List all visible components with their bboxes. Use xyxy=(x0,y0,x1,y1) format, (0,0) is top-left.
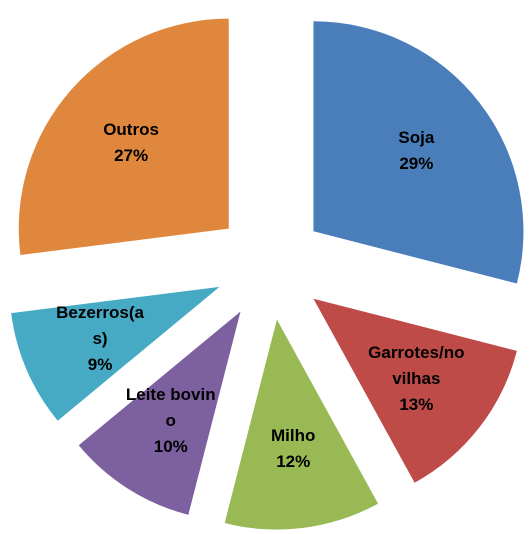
value-label: 13% xyxy=(399,394,434,414)
slice-label: Soja 29% xyxy=(366,106,466,196)
category-label: Milho xyxy=(271,425,316,445)
category-label: Soja xyxy=(398,128,435,148)
pie-slice xyxy=(313,21,524,284)
label-box: Soja 29% xyxy=(366,106,466,196)
pie-slice xyxy=(18,18,229,255)
pie-slice xyxy=(313,298,517,483)
category-label: Leite bovino xyxy=(125,385,216,431)
slice-label: Leite bovino 10% xyxy=(121,376,221,466)
slice-label: Outros 27% xyxy=(81,98,181,188)
label-box: Bezerros(as) 9% xyxy=(50,294,150,384)
label-box: Garrotes/novilhas 13% xyxy=(366,334,466,424)
value-label: 27% xyxy=(114,145,149,165)
category-label: Garrotes/novilhas xyxy=(368,342,465,388)
pie-slice xyxy=(224,319,379,530)
label-box: Outros 27% xyxy=(81,98,181,188)
label-box: Leite bovino 10% xyxy=(121,376,221,466)
slice-label: Bezerros(as) 9% xyxy=(50,294,150,384)
pie-slice xyxy=(78,311,241,515)
category-label: Bezerros(as) xyxy=(56,302,144,348)
slice-label: Milho 12% xyxy=(243,404,343,494)
category-label: Outros xyxy=(103,119,159,139)
pie-slice xyxy=(11,286,220,421)
value-label: 12% xyxy=(276,451,311,471)
label-box: Milho 12% xyxy=(243,404,343,494)
slice-label: Garrotes/novilhas 13% xyxy=(366,334,466,424)
value-label: 29% xyxy=(399,154,434,174)
value-label: 9% xyxy=(87,354,113,374)
value-label: 10% xyxy=(153,437,188,457)
